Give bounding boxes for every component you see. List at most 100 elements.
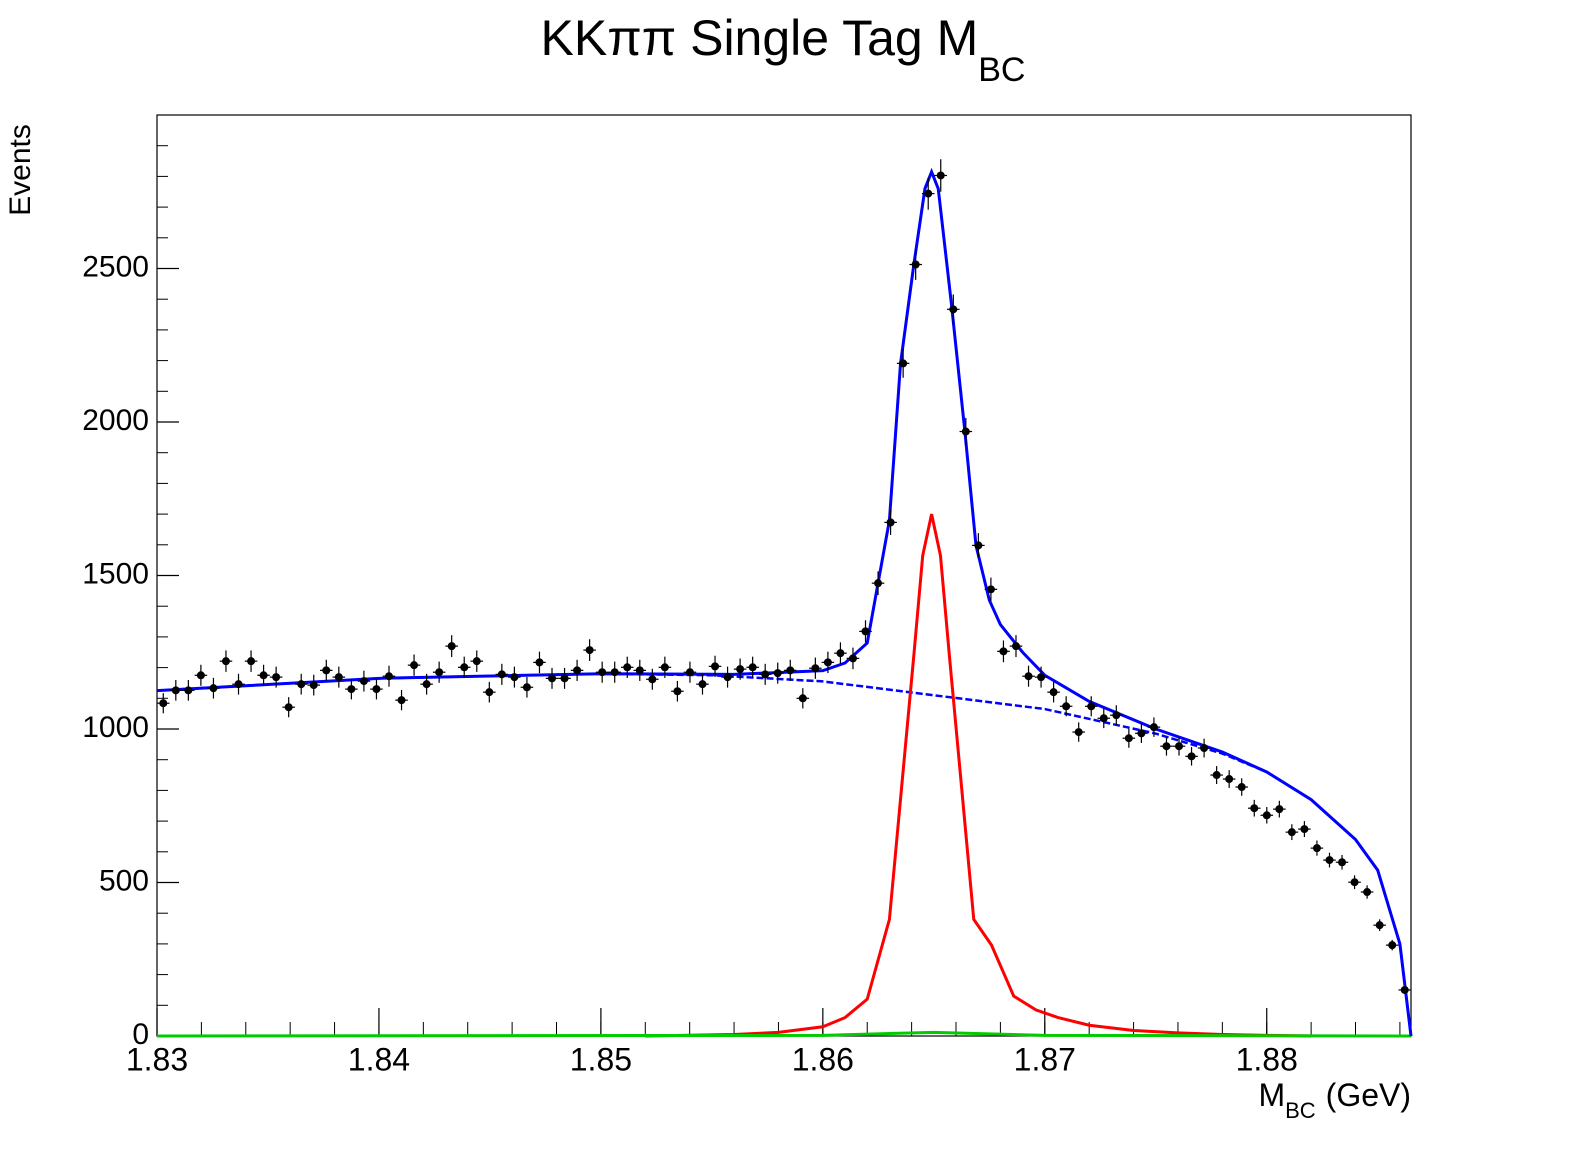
marker xyxy=(949,305,958,314)
marker xyxy=(1350,878,1359,887)
data-point xyxy=(207,677,220,699)
y-tick-label: 0 xyxy=(132,1018,149,1051)
marker xyxy=(823,658,832,667)
marker xyxy=(585,646,594,655)
data-point xyxy=(495,663,509,685)
marker xyxy=(811,664,820,673)
marker xyxy=(1062,702,1071,711)
data-point xyxy=(1210,766,1223,785)
data-point xyxy=(834,642,847,665)
data-point xyxy=(320,659,333,681)
data-point xyxy=(871,571,885,595)
data-point xyxy=(294,673,308,695)
marker xyxy=(196,671,205,680)
data-point xyxy=(620,656,634,678)
marker xyxy=(247,657,256,666)
marker xyxy=(1400,985,1409,994)
data-point xyxy=(821,651,835,674)
marker xyxy=(761,670,770,679)
marker xyxy=(372,685,381,694)
marker xyxy=(1037,673,1046,682)
marker xyxy=(1225,775,1234,784)
data-point xyxy=(1398,985,1411,994)
marker xyxy=(322,666,331,675)
data-point xyxy=(997,640,1010,663)
data-point xyxy=(1072,722,1085,742)
marker xyxy=(1187,752,1196,761)
x-tick-label: 1.83 xyxy=(126,1041,188,1077)
marker xyxy=(1124,734,1133,743)
marker xyxy=(1262,811,1271,820)
data-point xyxy=(1247,799,1261,817)
marker xyxy=(1049,688,1058,697)
x-tick-label: 1.87 xyxy=(1014,1041,1076,1077)
data-point xyxy=(332,666,346,688)
x-label-main: M xyxy=(1258,1077,1285,1113)
data-point xyxy=(1235,778,1248,796)
marker xyxy=(309,681,318,690)
x-tick-label: 1.88 xyxy=(1236,1041,1298,1077)
marker xyxy=(485,688,494,697)
marker xyxy=(410,661,419,670)
marker xyxy=(209,684,218,693)
data-point xyxy=(721,666,734,688)
marker xyxy=(259,671,268,680)
data-point xyxy=(934,159,948,192)
marker xyxy=(861,627,870,636)
data-point xyxy=(909,249,922,280)
data-point xyxy=(947,294,960,325)
data-point xyxy=(746,656,759,678)
marker xyxy=(660,663,669,672)
x-axis-label: MBC (GeV) xyxy=(1258,1077,1411,1122)
marker xyxy=(1149,723,1158,732)
marker xyxy=(1363,888,1372,897)
marker xyxy=(773,669,782,678)
chart-title: KKππ Single Tag MBC xyxy=(541,10,1026,89)
marker xyxy=(1200,744,1209,753)
data-point xyxy=(420,673,433,695)
data-point xyxy=(157,693,170,714)
fit-curve xyxy=(156,1030,1412,1038)
data-point xyxy=(533,651,546,674)
data-point xyxy=(595,661,609,683)
data-point xyxy=(1348,875,1361,890)
marker xyxy=(711,662,720,671)
data-point xyxy=(1260,807,1274,824)
data-point xyxy=(696,673,709,695)
y-tick-label: 1500 xyxy=(82,557,149,590)
marker xyxy=(673,687,682,696)
data-point xyxy=(508,666,521,688)
marker xyxy=(1162,742,1171,751)
marker xyxy=(1112,711,1121,720)
data-point xyxy=(633,659,647,681)
marker xyxy=(472,657,481,666)
data-point xyxy=(708,655,722,678)
marker xyxy=(560,674,569,683)
marker xyxy=(272,673,281,682)
marker xyxy=(999,647,1008,656)
data-point xyxy=(432,661,446,683)
y-tick-label: 2000 xyxy=(82,404,149,437)
marker xyxy=(986,585,995,594)
data-point xyxy=(182,680,195,701)
marker xyxy=(284,703,293,712)
data-point xyxy=(771,662,784,684)
marker xyxy=(936,171,945,180)
marker xyxy=(1287,828,1296,837)
marker xyxy=(848,654,857,663)
marker xyxy=(347,685,356,694)
data-point xyxy=(445,635,458,658)
marker xyxy=(1099,714,1108,723)
data-point xyxy=(257,664,270,686)
data-point xyxy=(1285,824,1299,841)
data-point xyxy=(370,678,383,700)
data-point xyxy=(984,577,998,602)
marker xyxy=(1011,642,1020,651)
data-point xyxy=(1360,885,1374,899)
data-point xyxy=(169,680,183,701)
data-point xyxy=(382,665,396,687)
data-point xyxy=(269,666,283,688)
marker xyxy=(961,427,970,436)
data-point xyxy=(470,650,484,672)
